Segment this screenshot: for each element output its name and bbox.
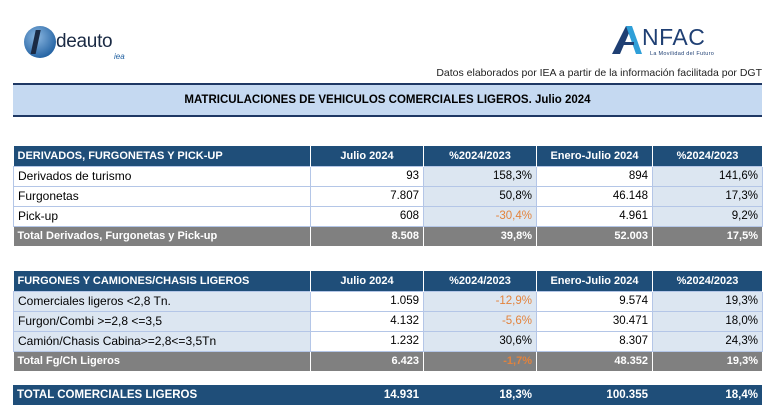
column-header: FURGONES Y CAMIONES/CHASIS LIGEROS	[13, 271, 311, 291]
table-header-row: FURGONES Y CAMIONES/CHASIS LIGEROS Julio…	[13, 271, 763, 291]
cell: 7.807	[310, 185, 424, 207]
table-total-row: Total Derivados, Furgonetas y Pick-up 8.…	[13, 226, 763, 246]
grand-total-label: TOTAL COMERCIALES LIGEROS	[17, 389, 198, 401]
table-row: Camión/Chasis Cabina>=2,8<=3,5Tn 1.232 3…	[13, 330, 763, 352]
cell: 1.059	[310, 290, 424, 312]
row-label: Comerciales ligeros <2,8 Tn.	[13, 290, 311, 312]
table-total-row: Total Fg/Ch Ligeros 6.423 -1,7% 48.352 1…	[13, 351, 763, 371]
source-note: Datos elaborados por IEA a partir de la …	[436, 67, 762, 79]
anfac-tagline: La Movilidad del Futuro	[650, 51, 715, 57]
total-label: Total Derivados, Furgonetas y Pick-up	[13, 226, 311, 246]
grand-total-cell: 18,4%	[725, 389, 758, 401]
cell: 18,0%	[652, 310, 763, 332]
cell: 4.961	[536, 205, 653, 227]
row-label: Furgon/Combi >=2,8 <=3,5	[13, 310, 311, 332]
ideauto-globe-icon	[24, 26, 56, 58]
column-header: %2024/2023	[652, 271, 763, 291]
cell: 9,2%	[652, 205, 763, 227]
cell: 158,3%	[423, 165, 537, 187]
table-header-row: DERIVADOS, FURGONETAS Y PICK-UP Julio 20…	[13, 146, 763, 166]
grand-total-cell: 18,3%	[499, 389, 532, 401]
table-row: Furgon/Combi >=2,8 <=3,5 4.132 -5,6% 30.…	[13, 310, 763, 332]
cell: 17,3%	[652, 185, 763, 207]
derivados-table: DERIVADOS, FURGONETAS Y PICK-UP Julio 20…	[13, 146, 763, 246]
cell: 141,6%	[652, 165, 763, 187]
row-label: Pick-up	[13, 205, 311, 227]
row-label: Furgonetas	[13, 185, 311, 207]
column-header: Julio 2024	[310, 271, 424, 291]
cell: 19,3%	[652, 290, 763, 312]
table-row: Derivados de turismo 93 158,3% 894 141,6…	[13, 165, 763, 187]
cell: -1,7%	[423, 351, 537, 371]
cell: 39,8%	[423, 226, 537, 246]
report-title: MATRICULACIONES DE VEHICULOS COMERCIALES…	[184, 94, 591, 106]
cell: 50,8%	[423, 185, 537, 207]
column-header: Julio 2024	[310, 146, 424, 166]
column-header: %2024/2023	[652, 146, 763, 166]
anfac-wordmark: NFAC	[642, 24, 706, 50]
cell: 608	[310, 205, 424, 227]
table-row: Comerciales ligeros <2,8 Tn. 1.059 -12,9…	[13, 290, 763, 312]
table-row: Furgonetas 7.807 50,8% 46.148 17,3%	[13, 185, 763, 207]
cell: -30,4%	[423, 205, 537, 227]
cell: 24,3%	[652, 330, 763, 352]
cell: 48.352	[536, 351, 653, 371]
row-label: Derivados de turismo	[13, 165, 311, 187]
cell: -5,6%	[423, 310, 537, 332]
column-header: %2024/2023	[423, 146, 537, 166]
cell: 30.471	[536, 310, 653, 332]
ideauto-sub: iea	[114, 52, 125, 61]
cell: 9.574	[536, 290, 653, 312]
report-title-bar: MATRICULACIONES DE VEHICULOS COMERCIALES…	[13, 83, 762, 117]
ideauto-wordmark: deauto	[56, 31, 113, 52]
cell: 8.307	[536, 330, 653, 352]
cell: -12,9%	[423, 290, 537, 312]
cell: 52.003	[536, 226, 653, 246]
table-row: Pick-up 608 -30,4% 4.961 9,2%	[13, 205, 763, 227]
column-header: %2024/2023	[423, 271, 537, 291]
cell: 6.423	[310, 351, 424, 371]
furgones-table: FURGONES Y CAMIONES/CHASIS LIGEROS Julio…	[13, 271, 763, 371]
total-label: Total Fg/Ch Ligeros	[13, 351, 311, 371]
cell: 30,6%	[423, 330, 537, 352]
cell: 8.508	[310, 226, 424, 246]
cell: 93	[310, 165, 424, 187]
ideauto-logo: deauto iea	[22, 22, 142, 62]
anfac-a-icon	[612, 26, 642, 54]
column-header: DERIVADOS, FURGONETAS Y PICK-UP	[13, 146, 311, 166]
cell: 17,5%	[652, 226, 763, 246]
grand-total-row: TOTAL COMERCIALES LIGEROS 14.931 18,3% 1…	[13, 385, 762, 405]
grand-total-cell: 14.931	[383, 389, 419, 401]
anfac-logo: NFAC La Movilidad del Futuro	[608, 20, 738, 60]
cell: 4.132	[310, 310, 424, 332]
column-header: Enero-Julio 2024	[536, 271, 653, 291]
column-header: Enero-Julio 2024	[536, 146, 653, 166]
cell: 894	[536, 165, 653, 187]
cell: 46.148	[536, 185, 653, 207]
grand-total-cell: 100.355	[606, 389, 648, 401]
cell: 1.232	[310, 330, 424, 352]
row-label: Camión/Chasis Cabina>=2,8<=3,5Tn	[13, 330, 311, 352]
cell: 19,3%	[652, 351, 763, 371]
